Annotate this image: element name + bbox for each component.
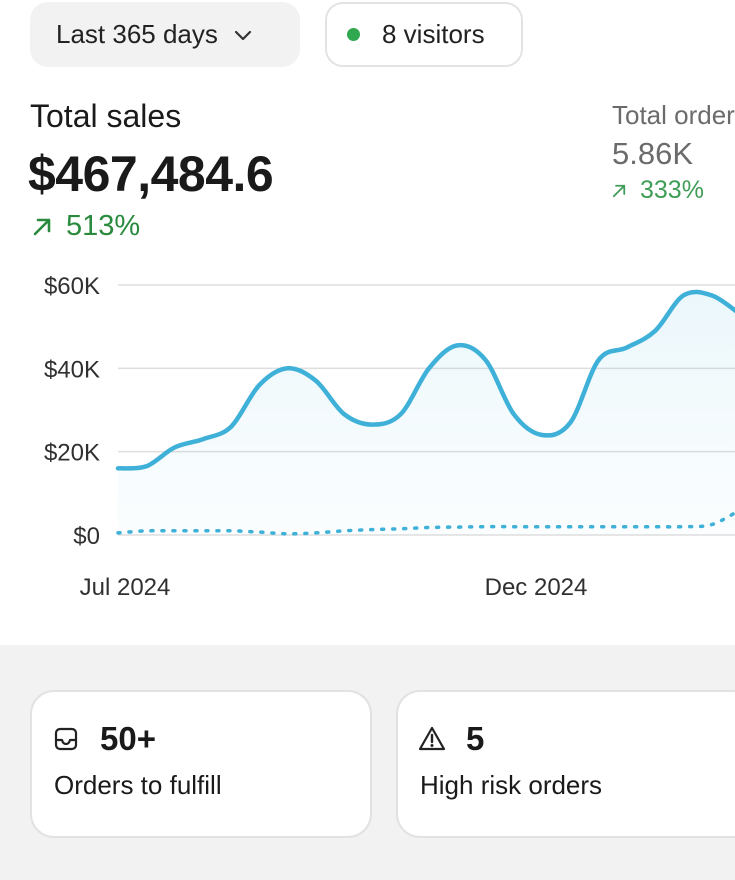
y-tick-label: $40K bbox=[44, 356, 100, 383]
comparison-series-line bbox=[116, 510, 735, 536]
orders-to-fulfill-card[interactable]: 50+ Orders to fulfill bbox=[30, 690, 372, 838]
total-orders-change-value: 333% bbox=[640, 176, 704, 204]
y-tick-label: $0 bbox=[73, 523, 100, 550]
summary-section: 50+ Orders to fulfill 5 High risk orders bbox=[0, 645, 735, 880]
chevron-down-icon bbox=[234, 30, 251, 40]
orders-to-fulfill-header: 50+ bbox=[52, 720, 156, 758]
live-status-dot bbox=[347, 28, 360, 41]
y-tick-label: $60K bbox=[44, 273, 100, 300]
x-tick-label: Dec 2024 bbox=[485, 574, 588, 601]
sales-area-fill bbox=[118, 291, 735, 535]
total-sales-title: Total sales bbox=[30, 98, 182, 134]
total-orders-value: 5.86K bbox=[612, 136, 694, 171]
live-visitors-button[interactable]: 8 visitors bbox=[325, 2, 523, 67]
high-risk-orders-header: 5 bbox=[418, 720, 484, 758]
high-risk-orders-count: 5 bbox=[466, 720, 485, 757]
total-orders-change: 333% bbox=[610, 176, 704, 205]
total-sales-change-value: 513% bbox=[66, 210, 141, 242]
total-sales-value: $467,484.6 bbox=[28, 146, 274, 202]
high-risk-orders-label: High risk orders bbox=[420, 770, 603, 800]
date-range-dropdown[interactable]: Last 365 days bbox=[30, 2, 300, 67]
date-range-label: Last 365 days bbox=[56, 19, 218, 49]
arrow-up-right-icon bbox=[33, 218, 51, 235]
orders-to-fulfill-count: 50+ bbox=[100, 720, 156, 757]
high-risk-orders-card[interactable]: 5 High risk orders bbox=[396, 690, 735, 838]
total-sales-change: 513% bbox=[30, 210, 140, 243]
sales-series-line bbox=[115, 289, 735, 471]
orders-to-fulfill-label: Orders to fulfill bbox=[54, 770, 222, 800]
warning-icon bbox=[418, 726, 446, 751]
x-tick-label: Jul 2024 bbox=[80, 574, 171, 601]
visitors-label: 8 visitors bbox=[382, 19, 485, 49]
sales-line-chart: $60K $40K $20K $0 Jul 2024 Dec 2024 bbox=[44, 273, 735, 601]
arrow-up-right-icon bbox=[612, 184, 626, 197]
total-orders-title: Total orders bbox=[612, 100, 735, 130]
inbox-icon bbox=[54, 727, 78, 751]
y-tick-label: $20K bbox=[44, 440, 100, 467]
